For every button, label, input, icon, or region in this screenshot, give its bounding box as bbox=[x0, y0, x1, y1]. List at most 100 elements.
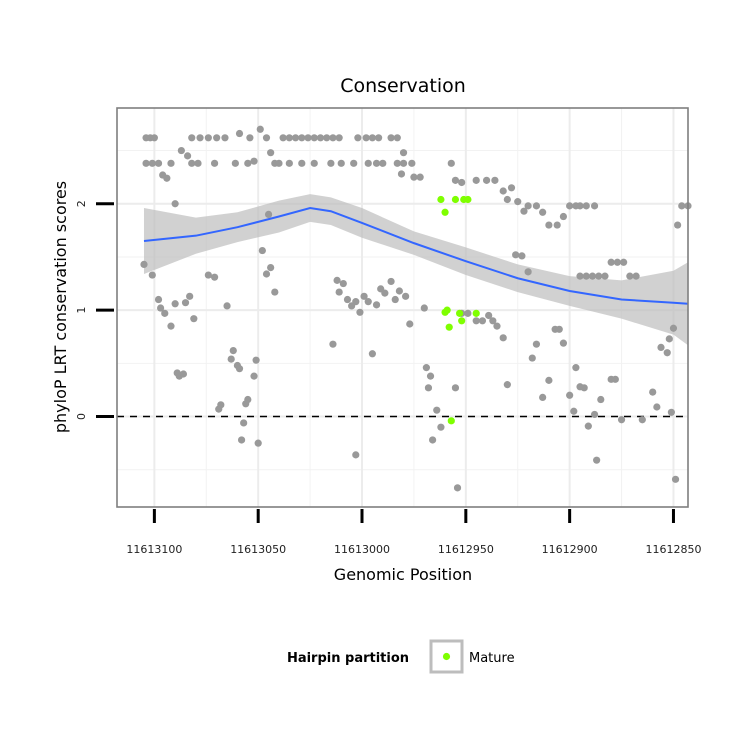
other-point bbox=[638, 416, 646, 424]
other-point bbox=[196, 134, 204, 142]
other-point bbox=[217, 401, 225, 409]
other-point bbox=[503, 195, 511, 204]
other-point bbox=[576, 202, 584, 210]
mature-point bbox=[447, 417, 455, 425]
legend-mature-dot bbox=[442, 652, 451, 661]
other-point bbox=[588, 272, 597, 280]
plot-panel bbox=[116, 107, 692, 508]
other-point bbox=[545, 376, 553, 384]
other-point bbox=[291, 134, 300, 142]
other-point bbox=[150, 134, 158, 142]
other-point bbox=[559, 212, 568, 221]
other-point bbox=[244, 395, 252, 404]
other-point bbox=[482, 176, 491, 184]
other-point bbox=[657, 343, 665, 351]
other-point bbox=[437, 423, 445, 431]
other-point bbox=[422, 364, 430, 372]
confidence-ribbon-layer bbox=[143, 194, 688, 346]
other-point bbox=[343, 295, 352, 304]
other-point bbox=[310, 159, 318, 167]
other-point bbox=[408, 159, 416, 167]
other-point bbox=[262, 270, 271, 278]
other-point bbox=[570, 407, 578, 415]
other-point bbox=[229, 346, 237, 355]
other-point bbox=[339, 279, 347, 288]
other-point bbox=[316, 134, 325, 142]
y-tick-label: 0 bbox=[75, 413, 88, 420]
other-point bbox=[559, 339, 568, 347]
other-points bbox=[140, 125, 692, 492]
other-point bbox=[256, 125, 264, 133]
mature-point bbox=[437, 195, 445, 204]
other-point bbox=[252, 356, 260, 364]
other-point bbox=[555, 325, 563, 333]
x-tick-label: 11613050 bbox=[230, 543, 286, 556]
other-point bbox=[395, 287, 403, 295]
other-point bbox=[632, 272, 640, 280]
other-point bbox=[368, 134, 376, 142]
other-point bbox=[360, 292, 368, 300]
other-point bbox=[329, 340, 337, 348]
other-point bbox=[285, 134, 293, 142]
other-point bbox=[553, 221, 561, 229]
other-point bbox=[304, 134, 312, 142]
other-point bbox=[381, 289, 389, 297]
legend-title: Hairpin partition bbox=[287, 651, 409, 666]
other-point bbox=[190, 315, 198, 323]
other-point bbox=[264, 210, 273, 218]
x-tick-label: 11612950 bbox=[438, 543, 494, 556]
other-point bbox=[356, 308, 364, 316]
other-point bbox=[582, 202, 590, 210]
other-point bbox=[649, 388, 657, 396]
other-point bbox=[246, 134, 254, 142]
other-point bbox=[275, 159, 283, 167]
other-point bbox=[250, 157, 258, 165]
y-axis-title: phyloP LRT conservation scores bbox=[51, 181, 70, 433]
other-point bbox=[453, 484, 462, 492]
other-point bbox=[539, 393, 547, 402]
other-point bbox=[663, 349, 671, 357]
other-point bbox=[210, 159, 219, 167]
other-point bbox=[177, 146, 185, 155]
other-point bbox=[393, 134, 401, 142]
other-point bbox=[528, 354, 536, 362]
other-point bbox=[626, 272, 634, 280]
other-point bbox=[362, 134, 370, 142]
other-point bbox=[595, 272, 603, 280]
other-point bbox=[250, 372, 258, 380]
other-point bbox=[329, 134, 337, 142]
other-point bbox=[447, 159, 455, 167]
other-point bbox=[335, 134, 343, 142]
x-axis-title: Genomic Position bbox=[334, 565, 472, 584]
mature-point bbox=[458, 317, 466, 325]
other-point bbox=[375, 134, 383, 142]
other-point bbox=[601, 272, 609, 280]
other-point bbox=[532, 340, 541, 348]
other-point bbox=[148, 271, 156, 279]
other-point bbox=[426, 372, 435, 380]
other-point bbox=[572, 364, 580, 372]
other-point bbox=[262, 134, 271, 142]
other-point bbox=[653, 403, 661, 411]
mature-point bbox=[445, 323, 453, 331]
other-point bbox=[424, 384, 433, 392]
other-point bbox=[472, 317, 480, 325]
other-point bbox=[204, 271, 212, 279]
other-point bbox=[210, 273, 219, 281]
other-point bbox=[387, 134, 395, 142]
other-point bbox=[489, 317, 497, 325]
other-point bbox=[593, 456, 601, 464]
other-point bbox=[298, 134, 306, 142]
other-point bbox=[352, 451, 360, 459]
smooth-fit-line bbox=[143, 206, 689, 305]
other-point bbox=[514, 198, 522, 206]
other-point bbox=[194, 159, 202, 167]
other-point bbox=[188, 159, 196, 167]
other-point bbox=[451, 384, 460, 392]
other-point bbox=[223, 302, 231, 310]
x-tick-label: 11612900 bbox=[542, 543, 598, 556]
y-tick-label: 1 bbox=[75, 307, 88, 314]
other-point bbox=[372, 159, 381, 167]
other-point bbox=[566, 202, 574, 210]
other-point bbox=[429, 436, 437, 444]
